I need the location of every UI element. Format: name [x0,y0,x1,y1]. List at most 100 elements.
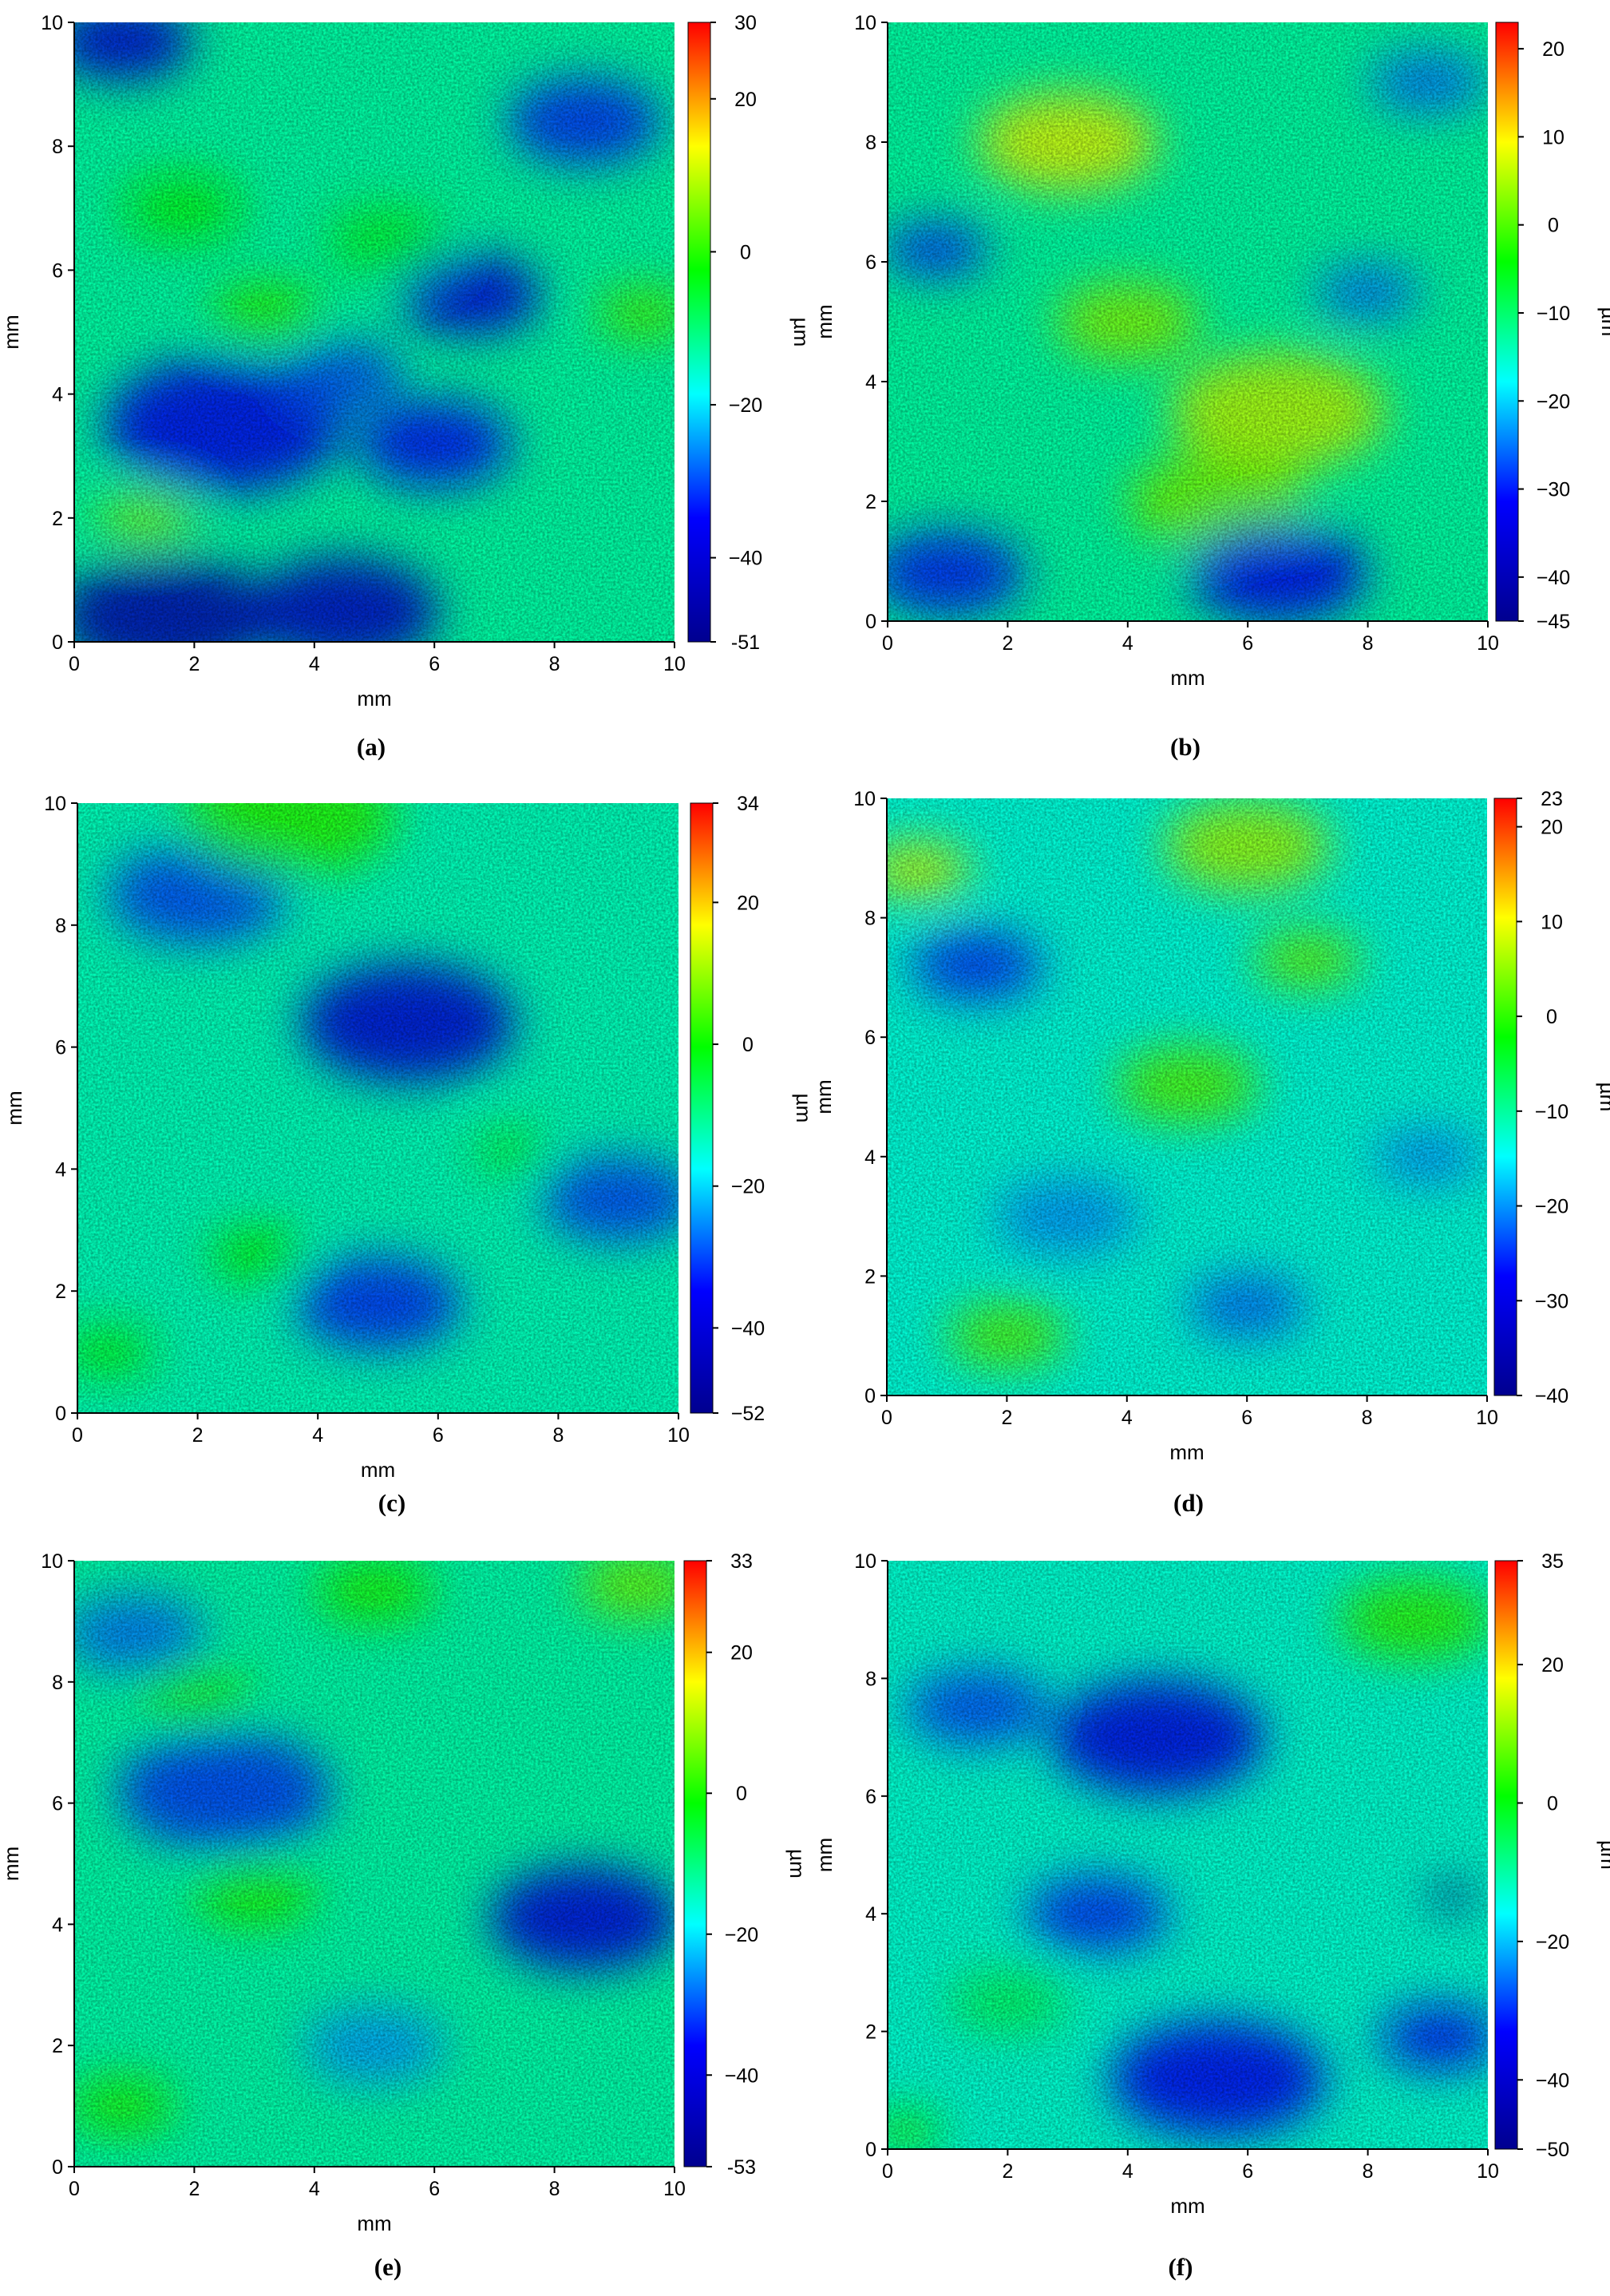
x-tick-label: 10 [663,653,686,675]
panel-label: (a) [357,733,386,761]
colorbar-tick-label: −40 [731,1317,765,1340]
colorbar [1494,1560,1518,2150]
y-tick-label: 10 [41,12,63,34]
panel-1: 0 2 4 6 8 10 0 2 4 6 8 10 mm mm 30 20 0 −20 −40 -51 µm (a) [0,12,813,761]
y-tick-label: 2 [864,1265,876,1288]
colorbar-tick-label: -51 [731,631,760,654]
surface-texture [887,798,1487,1395]
x-tick-label: 2 [1002,632,1013,655]
x-tick-label: 0 [882,2160,893,2183]
x-tick-label: 8 [1362,1407,1373,1429]
y-tick-label: 6 [52,1793,63,1815]
y-axis-label: mm [0,1847,23,1881]
colorbar-label: µm [792,1094,816,1123]
panel-4: 0 2 4 6 8 10 0 2 4 6 8 10 mm mm 23 20 10 0 −10 −20 −30 −40 µm (… [812,788,1610,1517]
x-tick-label: 8 [552,1424,564,1447]
x-tick-label: 2 [1002,2160,1013,2183]
panel-3: 0 2 4 6 8 10 0 2 4 6 8 10 mm mm 34 20 0 −20 −40 −52 µm (c) [2,793,816,1517]
heatmap-surface [74,22,674,642]
colorbar-tick-label: −30 [1537,479,1570,501]
colorbar-label: µm [1597,307,1610,337]
y-tick-label: 10 [41,1550,63,1573]
colorbar-tick-label: −40 [1537,567,1570,589]
heatmap-surface [74,1561,674,2167]
x-axis-label: mm [1169,1440,1204,1464]
colorbar-tick-label: 0 [740,241,751,263]
y-tick-label: 2 [55,1281,66,1303]
colorbar-tick-label: 33 [730,1550,753,1573]
colorbar-label: µm [789,318,813,347]
x-tick-label: 0 [881,1407,892,1429]
colorbar-tick-label: 20 [1541,817,1563,839]
colorbar-tick-label: 35 [1541,1550,1564,1573]
heatmap-surface [77,803,678,1413]
panel-label: (b) [1170,733,1201,761]
surface-texture [74,1561,674,2167]
y-axis-label: mm [813,1838,837,1872]
panel-label: (f) [1169,2253,1193,2281]
colorbar-tick-label: 23 [1541,788,1563,810]
colorbar-label: µm [1596,1083,1610,1112]
y-tick-label: 2 [865,2021,876,2044]
colorbar-tick-label: −30 [1535,1290,1568,1312]
x-axis-label: mm [357,687,391,711]
x-tick-label: 6 [1241,1407,1252,1429]
y-tick-label: 0 [865,611,876,633]
x-axis-label: mm [1170,666,1205,690]
x-tick-label: 2 [1001,1407,1012,1429]
colorbar-tick-label: 0 [736,1783,747,1805]
y-tick-label: 2 [52,508,63,530]
x-tick-label: 8 [549,653,560,675]
colorbar-tick-label: 10 [1542,126,1565,148]
y-tick-label: 4 [52,1914,63,1936]
y-tick-label: 0 [864,1385,876,1407]
y-axis-label: mm [812,1079,836,1114]
x-tick-label: 6 [429,653,440,675]
colorbar-tick-label: −20 [725,1924,758,1946]
x-tick-label: 0 [72,1424,83,1447]
x-tick-label: 10 [1476,1407,1498,1429]
colorbar-tick-label: −20 [1536,1931,1569,1954]
y-tick-label: 4 [864,1146,876,1169]
colorbar-tick-label: 0 [1547,1792,1558,1815]
x-tick-label: 10 [1477,2160,1499,2183]
colorbar-tick-label: 20 [1542,38,1565,61]
colorbar-tick-label: −20 [1537,390,1570,413]
colorbar-tick-label: −20 [1535,1196,1568,1218]
colorbar [683,1560,707,2167]
colorbar-tick-label: −20 [729,394,762,417]
x-tick-label: 2 [192,1424,204,1447]
y-tick-label: 0 [55,1403,66,1425]
y-tick-label: 4 [52,384,63,406]
y-tick-label: 0 [52,631,63,654]
x-tick-label: 6 [1242,2160,1253,2183]
colorbar-tick-label: −40 [725,2064,758,2087]
colorbar-label: µm [785,1849,809,1878]
y-axis-label: mm [0,315,23,349]
panel-label: (d) [1173,1489,1204,1517]
y-tick-label: 10 [854,1550,876,1573]
colorbar-tick-label: 30 [734,12,757,34]
y-tick-label: 8 [865,132,876,154]
colorbar-tick-label: −45 [1537,611,1570,633]
x-tick-label: 8 [1363,2160,1374,2183]
heatmap-surface [888,22,1488,621]
panel-2: 0 2 4 6 8 10 0 2 4 6 8 10 mm mm 20 10 0 −10 −20 −30 −40 −45 µm… [813,12,1610,761]
x-tick-label: 6 [1242,632,1253,655]
y-tick-label: 6 [865,251,876,274]
colorbar-tick-label: −50 [1536,2139,1569,2161]
colorbar-tick-label: 10 [1541,911,1563,933]
x-tick-label: 4 [312,1424,323,1447]
y-tick-label: 8 [52,1672,63,1694]
panel-label: (e) [374,2253,402,2281]
colorbar-tick-label: 20 [1541,1654,1564,1676]
colorbar-tick-label: −40 [729,548,762,570]
y-tick-label: 10 [854,12,876,34]
colorbar [1493,798,1517,1396]
y-tick-label: 6 [55,1037,66,1059]
x-tick-label: 4 [309,2178,320,2200]
colorbar-label: µm [1596,1840,1610,1870]
x-axis-label: mm [357,2211,391,2235]
x-tick-label: 0 [69,653,80,675]
y-axis-label: mm [813,304,837,338]
